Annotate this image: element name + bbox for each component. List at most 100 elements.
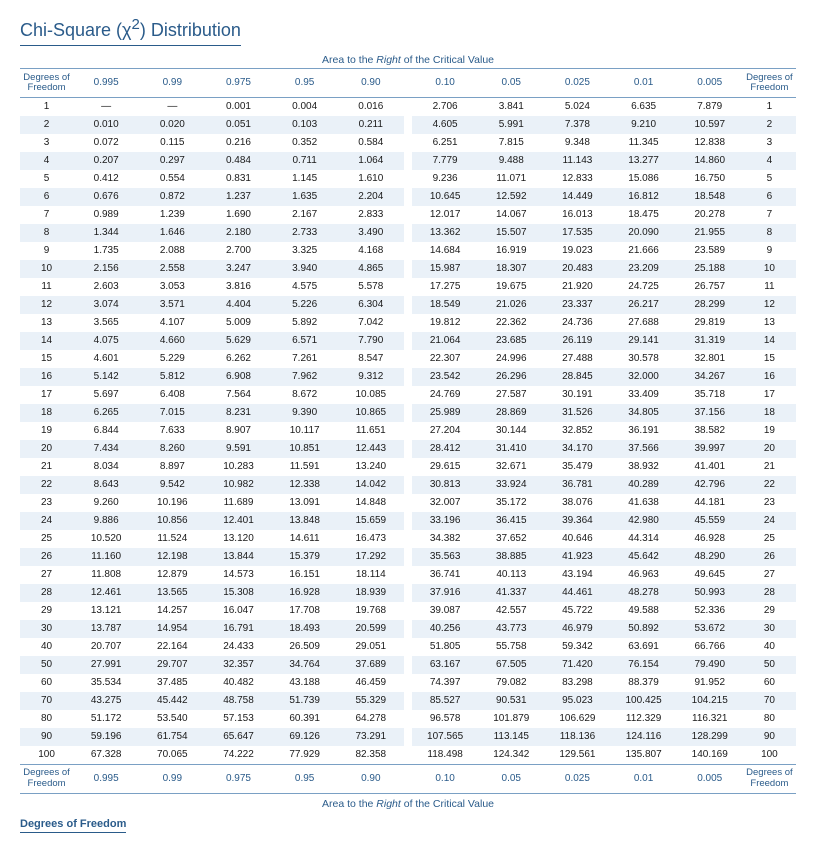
value-cell: 13.091 <box>272 494 338 512</box>
value-cell: 19.812 <box>412 314 478 332</box>
table-body: 1——0.0010.0040.0162.7063.8415.0246.6357.… <box>20 97 796 764</box>
value-cell: 12.401 <box>205 512 271 530</box>
value-cell: 59.196 <box>73 728 139 746</box>
value-cell: 3.940 <box>272 260 338 278</box>
df-cell: 1 <box>20 97 73 116</box>
column-gap <box>404 404 412 422</box>
value-cell: 79.490 <box>677 656 743 674</box>
value-cell: 0.216 <box>205 134 271 152</box>
value-cell: 35.479 <box>544 458 610 476</box>
value-cell: 3.074 <box>73 296 139 314</box>
df-cell: 27 <box>743 566 796 584</box>
value-cell: 41.923 <box>544 548 610 566</box>
value-cell: 21.064 <box>412 332 478 350</box>
value-cell: 1.239 <box>139 206 205 224</box>
value-cell: 16.151 <box>272 566 338 584</box>
df-cell: 30 <box>20 620 73 638</box>
value-cell: 2.833 <box>338 206 404 224</box>
df-cell: 60 <box>20 674 73 692</box>
value-cell: 12.592 <box>478 188 544 206</box>
df-cell: 2 <box>743 116 796 134</box>
table-row: 112.6033.0533.8164.5755.57817.27519.6752… <box>20 278 796 296</box>
value-cell: 88.379 <box>611 674 677 692</box>
page-title: Chi-Square (χ2) Distribution <box>20 16 241 46</box>
value-cell: 29.707 <box>139 656 205 674</box>
column-gap <box>404 710 412 728</box>
col-header: 0.95 <box>272 764 338 793</box>
value-cell: 0.207 <box>73 152 139 170</box>
value-cell: 52.336 <box>677 602 743 620</box>
value-cell: 35.718 <box>677 386 743 404</box>
value-cell: 4.404 <box>205 296 271 314</box>
value-cell: 43.194 <box>544 566 610 584</box>
df-cell: 23 <box>743 494 796 512</box>
value-cell: 33.409 <box>611 386 677 404</box>
value-cell: 35.534 <box>73 674 139 692</box>
col-header: 0.99 <box>139 69 205 98</box>
df-cell: 6 <box>20 188 73 206</box>
value-cell: 0.584 <box>338 134 404 152</box>
value-cell: 29.819 <box>677 314 743 332</box>
col-header: 0.995 <box>73 69 139 98</box>
value-cell: 60.391 <box>272 710 338 728</box>
df-cell: 100 <box>20 746 73 765</box>
df-cell: 70 <box>743 692 796 710</box>
value-cell: 13.848 <box>272 512 338 530</box>
df-cell: 24 <box>743 512 796 530</box>
column-gap <box>404 728 412 746</box>
value-cell: 24.433 <box>205 638 271 656</box>
value-cell: 14.611 <box>272 530 338 548</box>
column-gap <box>404 566 412 584</box>
table-header: Degrees ofFreedom0.9950.990.9750.950.900… <box>20 69 796 98</box>
value-cell: 67.505 <box>478 656 544 674</box>
value-cell: 12.838 <box>677 134 743 152</box>
value-cell: 34.267 <box>677 368 743 386</box>
value-cell: 34.764 <box>272 656 338 674</box>
value-cell: 14.573 <box>205 566 271 584</box>
value-cell: 18.307 <box>478 260 544 278</box>
value-cell: 9.542 <box>139 476 205 494</box>
value-cell: 4.168 <box>338 242 404 260</box>
column-gap <box>404 332 412 350</box>
value-cell: 28.869 <box>478 404 544 422</box>
df-cell: 20 <box>20 440 73 458</box>
value-cell: 22.164 <box>139 638 205 656</box>
value-cell: 6.265 <box>73 404 139 422</box>
column-gap <box>404 97 412 116</box>
value-cell: 2.204 <box>338 188 404 206</box>
value-cell: 13.277 <box>611 152 677 170</box>
df-cell: 8 <box>20 224 73 242</box>
df-cell: 24 <box>20 512 73 530</box>
value-cell: 53.540 <box>139 710 205 728</box>
column-gap <box>404 152 412 170</box>
value-cell: 32.000 <box>611 368 677 386</box>
value-cell: 32.007 <box>412 494 478 512</box>
df-cell: 20 <box>743 440 796 458</box>
column-gap <box>404 69 412 98</box>
table-row: 154.6015.2296.2627.2618.54722.30724.9962… <box>20 350 796 368</box>
value-cell: 6.908 <box>205 368 271 386</box>
value-cell: 27.688 <box>611 314 677 332</box>
value-cell: 14.449 <box>544 188 610 206</box>
col-header: 0.005 <box>677 764 743 793</box>
value-cell: 3.571 <box>139 296 205 314</box>
df-cell: 90 <box>743 728 796 746</box>
value-cell: 6.251 <box>412 134 478 152</box>
df-cell: 60 <box>743 674 796 692</box>
value-cell: 12.879 <box>139 566 205 584</box>
column-gap <box>404 314 412 332</box>
value-cell: 17.292 <box>338 548 404 566</box>
df-cell: 25 <box>20 530 73 548</box>
table-row: 40.2070.2970.4840.7111.0647.7799.48811.1… <box>20 152 796 170</box>
value-cell: 8.260 <box>139 440 205 458</box>
value-cell: 10.117 <box>272 422 338 440</box>
value-cell: 21.955 <box>677 224 743 242</box>
value-cell: 46.979 <box>544 620 610 638</box>
value-cell: 73.291 <box>338 728 404 746</box>
bottom-df-label: Degrees of Freedom <box>20 818 126 833</box>
value-cell: 48.290 <box>677 548 743 566</box>
value-cell: 16.473 <box>338 530 404 548</box>
table-row: 102.1562.5583.2473.9404.86515.98718.3072… <box>20 260 796 278</box>
column-gap <box>404 440 412 458</box>
value-cell: 1.064 <box>338 152 404 170</box>
